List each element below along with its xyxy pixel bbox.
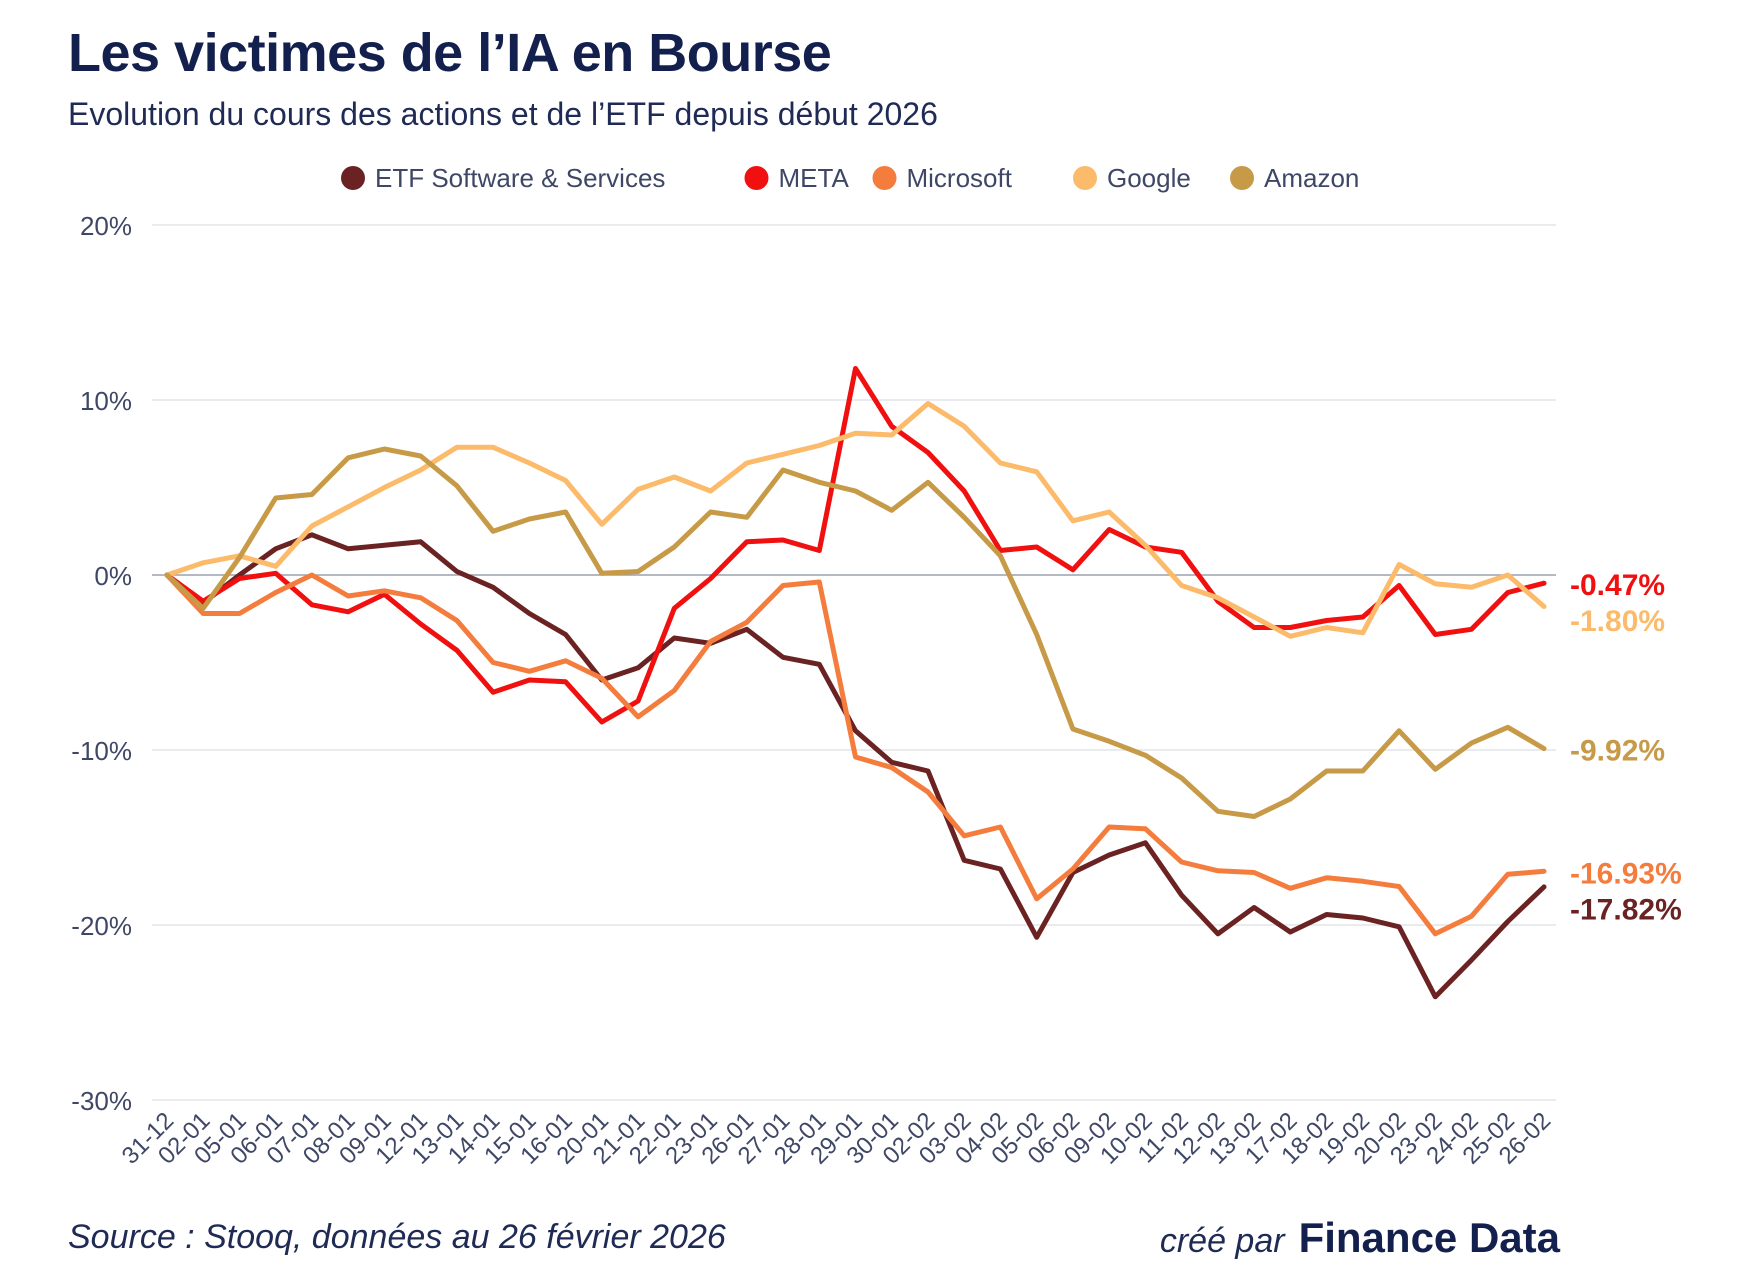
end-label-etf-software-services: -17.82% <box>1570 893 1682 926</box>
credit-prefix: créé par <box>1159 1222 1285 1260</box>
legend-marker <box>872 166 897 190</box>
chart-legend: ETF Software & Services META Microsoft Goog… <box>341 163 1359 193</box>
brand-logo-text: Finance Data <box>1298 1214 1560 1261</box>
end-label-microsoft: -16.93% <box>1570 857 1682 890</box>
chart-series <box>164 366 1547 1000</box>
legend-marker <box>341 166 365 190</box>
y-tick-label: -20% <box>71 911 132 941</box>
y-tick-label: -30% <box>71 1086 132 1116</box>
y-tick-label: 10% <box>80 386 132 416</box>
y-tick-label: -10% <box>71 736 132 766</box>
end-value-labels: -0.47%-1.80% -9.92% -16.93%-17.82% <box>1570 569 1682 926</box>
series-line-meta <box>164 366 1547 725</box>
chart-gridlines <box>152 224 1556 1101</box>
chart-subtitle: Evolution du cours des actions et de l’E… <box>68 96 938 132</box>
y-axis: 20% 10% 0% -10% -20% -30% <box>71 211 132 1116</box>
legend-label: Google <box>1107 163 1191 193</box>
y-tick-label: 0% <box>94 561 132 591</box>
end-label-meta: -0.47% <box>1570 569 1665 602</box>
legend-label: META <box>779 163 850 193</box>
legend-marker <box>744 166 769 190</box>
legend-marker <box>1230 166 1254 190</box>
end-label-google: -1.80% <box>1570 605 1665 638</box>
y-tick-label: 20% <box>80 211 132 241</box>
legend-marker <box>1073 166 1097 190</box>
legend-label: Microsoft <box>907 163 1013 193</box>
series-line-amazon <box>164 446 1547 819</box>
series-line-etf-software-services <box>164 532 1547 1000</box>
series-line-google <box>164 401 1547 639</box>
chart-title: Les victimes de l’IA en Bourse <box>68 23 832 83</box>
end-label-amazon: -9.92% <box>1570 735 1665 768</box>
legend-label: Amazon <box>1264 163 1359 193</box>
legend-label: ETF Software & Services <box>375 163 665 193</box>
x-axis: 31-1202-0105-0106-0107-0108-0109-0112-01… <box>117 1107 1557 1170</box>
source-note: Source : Stooq, données au 26 février 20… <box>68 1218 726 1256</box>
series-line-microsoft <box>164 572 1547 937</box>
credit: créé par Finance Data <box>1160 1214 1560 1262</box>
